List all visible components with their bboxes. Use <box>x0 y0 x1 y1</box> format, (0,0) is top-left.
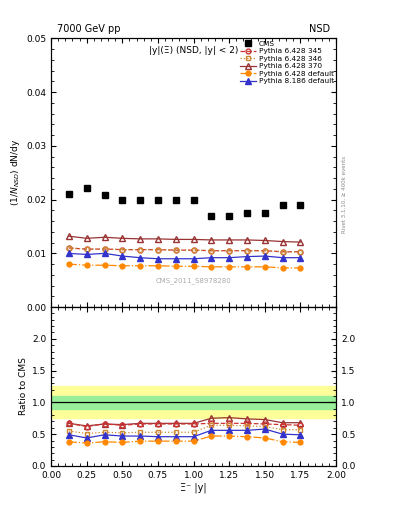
Text: Rivet 3.1.10, ≥ 400k events: Rivet 3.1.10, ≥ 400k events <box>342 156 347 233</box>
Legend: CMS, Pythia 6.428 345, Pythia 6.428 346, Pythia 6.428 370, Pythia 6.428 default,: CMS, Pythia 6.428 345, Pythia 6.428 346,… <box>240 40 334 84</box>
Y-axis label: $(1/N_{NSD})$ dN/dy: $(1/N_{NSD})$ dN/dy <box>9 139 22 206</box>
Text: CMS_2011_S8978280: CMS_2011_S8978280 <box>156 277 231 284</box>
Text: 7000 GeV pp: 7000 GeV pp <box>57 25 120 34</box>
Bar <box>51 396 336 409</box>
Text: |y|(Ξ) (NSD, |y| < 2): |y|(Ξ) (NSD, |y| < 2) <box>149 47 238 55</box>
X-axis label: Ξ⁻ |y|: Ξ⁻ |y| <box>180 482 207 493</box>
Y-axis label: Ratio to CMS: Ratio to CMS <box>19 357 28 415</box>
Bar <box>51 387 336 418</box>
Text: NSD: NSD <box>309 25 330 34</box>
